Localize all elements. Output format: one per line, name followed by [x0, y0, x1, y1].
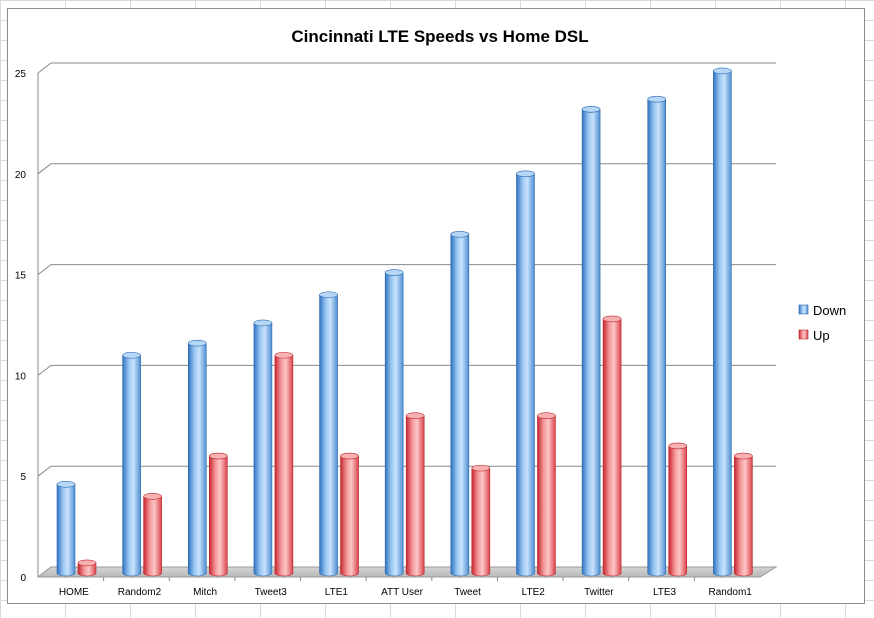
- legend-swatch-up: [798, 329, 809, 340]
- bar-down[interactable]: [713, 67, 732, 577]
- bar-up[interactable]: [143, 493, 162, 577]
- bar-down[interactable]: [187, 339, 207, 577]
- bar-up[interactable]: [208, 452, 228, 577]
- x-tick-label: LTE1: [325, 587, 349, 598]
- x-tick-label: Tweet3: [255, 587, 288, 598]
- y-tick-label: 25: [15, 69, 27, 80]
- y-tick-label: 20: [15, 170, 27, 181]
- bar-up[interactable]: [537, 412, 556, 577]
- bar-down[interactable]: [253, 319, 273, 577]
- bar-up[interactable]: [668, 442, 688, 577]
- gridline: [37, 62, 776, 74]
- bar-up[interactable]: [602, 315, 622, 577]
- bar-down[interactable]: [384, 269, 404, 577]
- x-tick-label: Mitch: [193, 587, 217, 598]
- bar-down[interactable]: [122, 351, 141, 577]
- bar-up[interactable]: [77, 559, 97, 577]
- bar-down[interactable]: [450, 230, 470, 577]
- bar-up[interactable]: [340, 452, 359, 577]
- legend-swatch-down: [798, 304, 809, 315]
- bar-up[interactable]: [405, 412, 425, 577]
- x-tick-label: Random1: [709, 587, 753, 598]
- x-tick-label: ATT User: [381, 587, 424, 598]
- legend-label-up: Up: [813, 328, 830, 343]
- bar-up[interactable]: [471, 464, 491, 577]
- legend-label-down: Down: [813, 303, 846, 318]
- bar-down[interactable]: [516, 170, 535, 577]
- bar-up[interactable]: [734, 452, 753, 577]
- bar-down[interactable]: [581, 105, 601, 577]
- gridline: [37, 163, 776, 175]
- bar-up[interactable]: [274, 351, 294, 577]
- x-tick-label: LTE2: [522, 587, 546, 598]
- y-tick-label: 0: [20, 573, 26, 584]
- y-tick-label: 10: [15, 371, 27, 382]
- x-tick-label: Tweet: [454, 587, 481, 598]
- x-tick-label: HOME: [59, 587, 89, 598]
- x-tick-label: Twitter: [584, 587, 614, 598]
- y-tick-label: 5: [20, 472, 26, 483]
- x-tick-label: Random2: [118, 587, 162, 598]
- bar-down[interactable]: [647, 95, 667, 577]
- chart-title: Cincinnati LTE Speeds vs Home DSL: [291, 27, 588, 46]
- bar-down[interactable]: [319, 291, 338, 577]
- x-tick-label: LTE3: [653, 587, 677, 598]
- bar-down[interactable]: [56, 480, 76, 577]
- y-tick-label: 15: [15, 271, 27, 282]
